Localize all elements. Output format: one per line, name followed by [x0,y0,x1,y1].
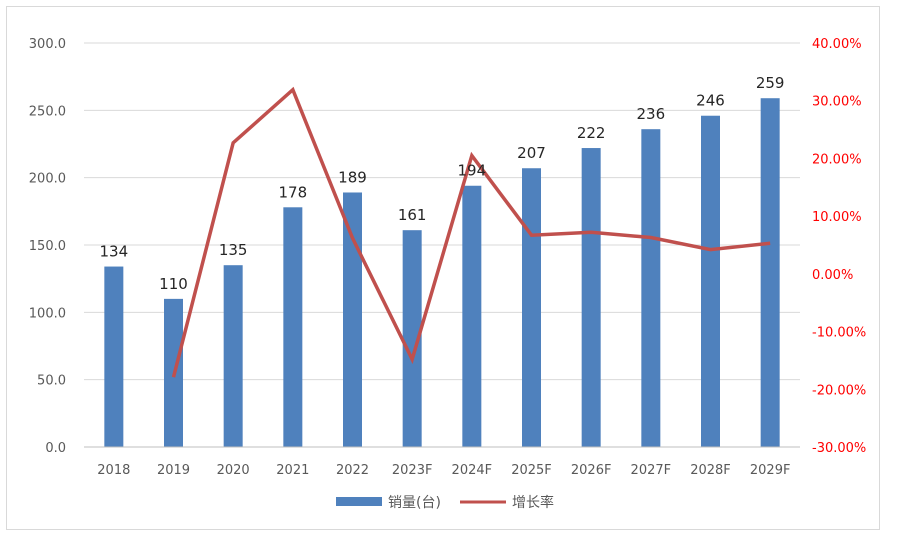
x-tick-label: 2029F [750,463,791,478]
bar-series [104,98,780,448]
bar [462,185,482,447]
y-left-tick-label: 100.0 [29,306,66,321]
y-left-tick-label: 50.0 [37,374,66,389]
y-left-tick-label: 200.0 [29,172,66,187]
bar-data-label: 134 [100,243,129,261]
x-tick-label: 2026F [571,463,612,478]
bar-data-label: 161 [398,206,427,224]
y-left-tick-label: 250.0 [29,104,66,119]
data-labels: 134 110 135 178 189 161 194 207 222 236 246 259 [100,74,785,293]
bar-data-label: 178 [279,183,308,201]
bar-data-label: 110 [159,275,188,293]
bar [581,148,601,448]
growth-line [171,86,771,378]
bar-data-label: 189 [338,168,367,186]
bar-data-label: 259 [756,74,785,92]
x-tick-label: 2022 [336,463,369,478]
x-tick-label: 2021 [276,463,309,478]
legend-swatch-sales [336,497,382,506]
y-right-tick-label: -10.00% [812,326,866,341]
bar-data-label: 207 [517,144,546,162]
x-tick-label: 2025F [511,463,552,478]
y-right-tick-label: -20.00% [812,383,866,398]
y-right-tick-label: 10.00% [812,210,862,225]
y-left-tick-label: 150.0 [29,239,66,254]
growth-line-series [171,86,771,378]
x-tick-label: 2018 [97,463,130,478]
y-right-tick-label: 20.00% [812,152,862,167]
chart-frame [6,6,880,530]
y-left-tick-label: 0.0 [45,441,66,456]
bar [522,168,541,448]
x-tick-label: 2019 [157,463,190,478]
axes: 0.0 50.0 100.0 150.0 200.0 250.0 300.0 -30.00% -… [29,37,866,478]
y-left-tick-label: 300.0 [29,37,66,52]
x-tick-label: 2027F [631,463,672,478]
bar [104,266,124,447]
bar [343,192,362,447]
bar [283,207,303,447]
bar [760,98,780,448]
bar [701,115,720,447]
y-right-tick-label: 30.00% [812,95,862,110]
bar-data-label: 246 [696,92,725,110]
y-right-tick-label: 40.00% [812,37,862,52]
legend-label-sales: 销量(台) [388,495,441,511]
bar [223,265,243,447]
legend-label-growth: 增长率 [512,494,554,511]
y-right-tick-label: -30.00% [812,441,866,456]
bar-data-label: 236 [637,105,666,123]
bar [402,230,422,447]
bar-data-label: 135 [219,241,248,259]
x-tick-label: 2023F [392,463,433,478]
legend: 销量(台) 增长率 [336,494,554,511]
bar-data-label: 194 [458,162,487,180]
bar-data-label: 222 [577,124,606,142]
x-tick-label: 2020 [217,463,250,478]
x-tick-label: 2024F [452,463,493,478]
bar [641,129,661,448]
x-tick-label: 2028F [690,463,731,478]
y-right-tick-label: 0.00% [812,268,853,283]
